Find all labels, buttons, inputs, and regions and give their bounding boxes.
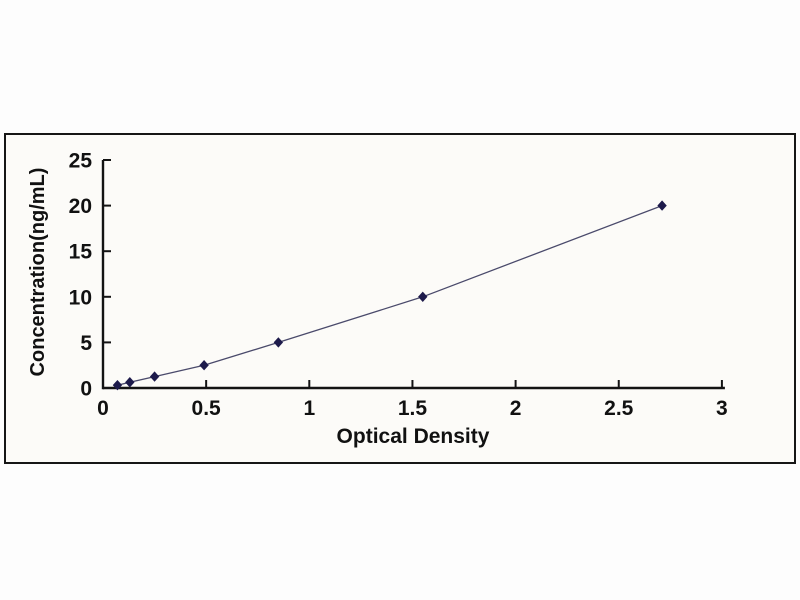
data-point-marker (112, 379, 123, 391)
chart-figure: 0 0.5 1 1.5 2 2.5 3 0 5 10 15 20 25 Optical Density … (4, 133, 796, 464)
y-tick-label: 0 (80, 378, 92, 401)
data-point-marker (125, 377, 135, 388)
x-tick-label: 0.5 (192, 397, 222, 420)
data-point-marker (657, 200, 667, 211)
x-tick-label: 1.5 (398, 397, 428, 420)
y-tick-label: 15 (69, 241, 93, 264)
y-tick-label: 5 (80, 332, 92, 355)
standard-curve-line (117, 204, 663, 386)
y-tick-label: 20 (69, 195, 92, 218)
x-axis-title: Optical Density (336, 425, 490, 448)
y-tick-label: 25 (69, 150, 93, 173)
x-tick-label: 2 (510, 397, 522, 420)
y-tick-label: 10 (69, 286, 92, 309)
data-point-marker (273, 337, 284, 348)
data-point-marker (199, 360, 209, 371)
data-point-marker (418, 291, 428, 302)
x-tick-label: 3 (716, 397, 728, 420)
data-point-marker (149, 371, 160, 382)
y-axis-title: Concentration(ng/mL) (27, 167, 49, 377)
x-tick-label: 2.5 (604, 397, 634, 420)
x-tick-label: 0 (97, 397, 109, 420)
x-tick-label: 1 (303, 397, 315, 420)
standard-curve-plot: 0 0.5 1 1.5 2 2.5 3 0 5 10 15 20 25 (69, 150, 728, 421)
